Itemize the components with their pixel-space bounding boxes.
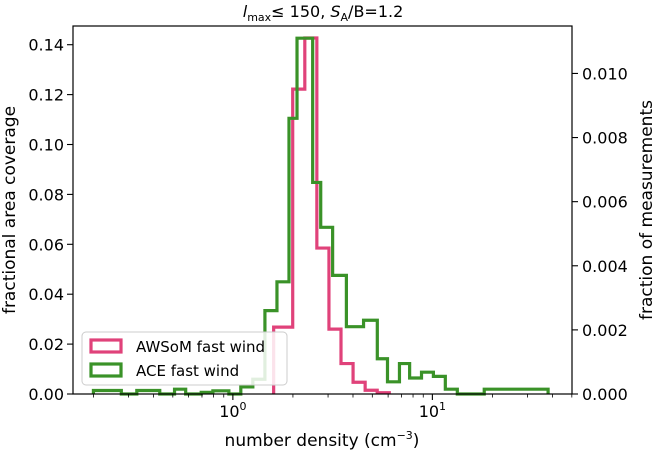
series-group [91,36,550,396]
y-left-tick-label: 0.04 [28,285,64,304]
legend-label-awsom: AWSoM fast wind [136,338,265,356]
y-right-tick-label: 0.008 [582,129,628,148]
legend-swatch-awsom [89,338,123,354]
x-tick-label: 101 [419,400,446,421]
y-right-tick-label: 0.002 [582,321,628,340]
legend-box [81,331,288,386]
y-right-tick-label: 0.006 [582,193,628,212]
y-axis-right: 0.000 0.002 0.004 0.006 0.008 0.010 [572,64,628,404]
legend: AWSoM fast wind ACE fast wind [81,331,288,386]
series-ace [91,36,550,396]
series-outline [91,36,550,396]
legend-label-ace: ACE fast wind [136,362,239,380]
y-left-tick-label: 0.14 [28,36,64,55]
y-axis-right-label: fraction of measurements [637,100,656,320]
y-right-tick-label: 0.004 [582,257,628,276]
y-left-tick-label: 0.06 [28,235,64,254]
y-left-tick-label: 0.08 [28,185,64,204]
chart-title: lmax≤ 150, SA/B=1.2 [243,2,404,24]
y-right-tick-label: 0.000 [582,385,628,404]
y-axis-left: 0.00 0.02 0.04 0.06 0.08 0.10 0.12 0.14 [28,36,73,404]
y-left-tick-label: 0.00 [28,385,64,404]
x-axis-label: number density (cm−3) [225,429,420,451]
x-tick-label: 100 [219,400,246,421]
plot-frame [72,25,573,395]
y-left-tick-label: 0.10 [28,136,64,155]
y-left-tick-label: 0.02 [28,335,64,354]
y-right-tick-label: 0.010 [582,64,628,83]
y-left-tick-label: 0.12 [28,86,64,105]
series-outline [272,36,391,395]
y-axis-left-label: fractional area coverage [0,106,20,314]
legend-swatch-ace [89,362,123,378]
series-awsom [272,36,391,395]
